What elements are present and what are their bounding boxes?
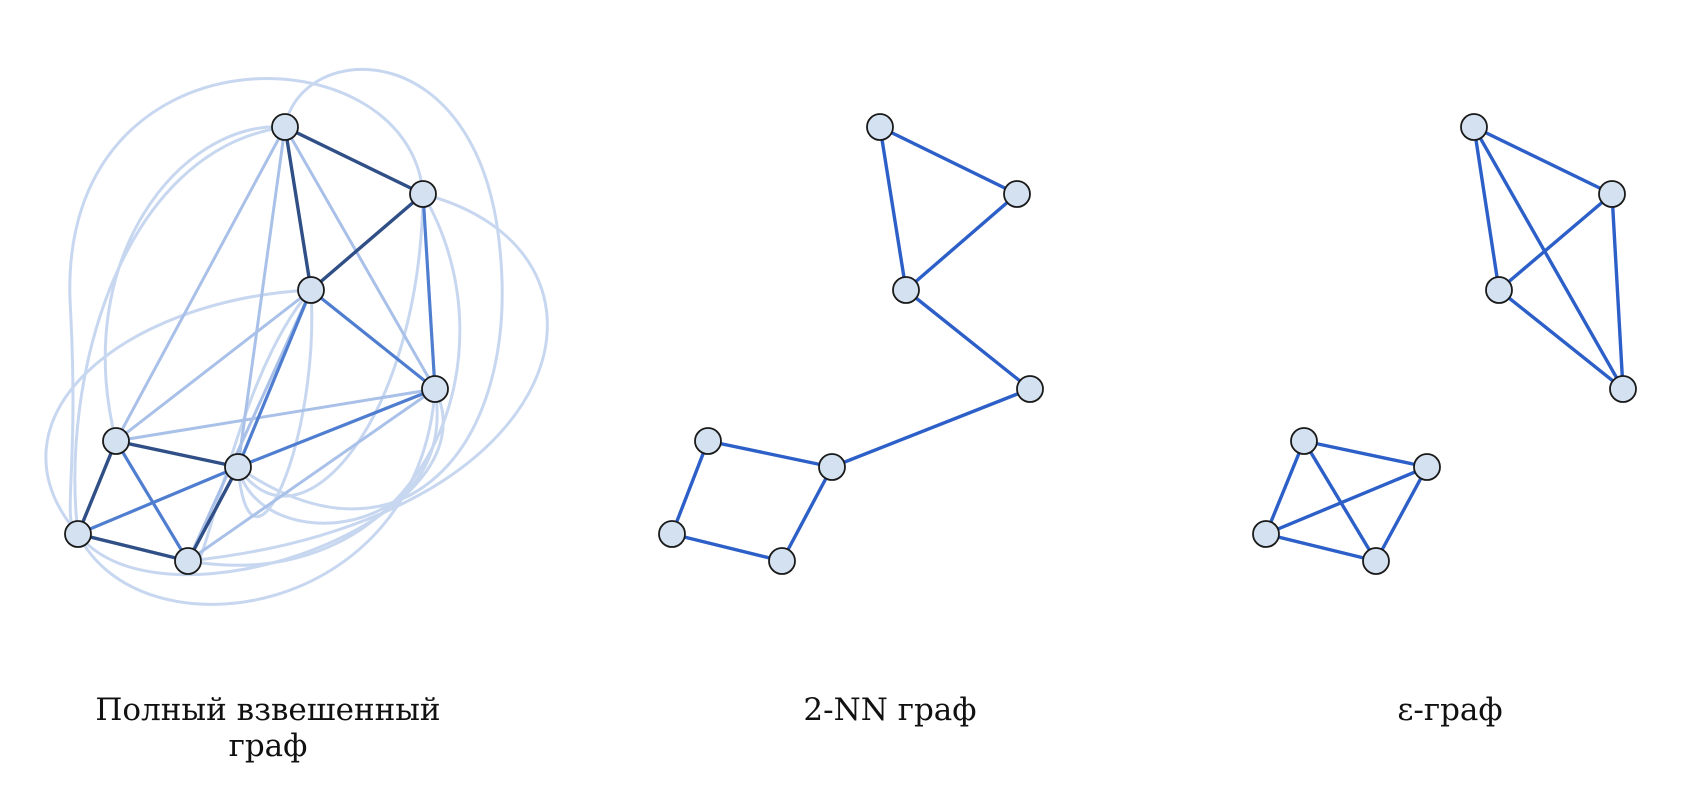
eps-edge-8: [1264, 439, 1306, 536]
full-medium-edge-1: [421, 192, 437, 391]
full-faint-edge-11: [236, 193, 425, 498]
knn-node-5: [694, 427, 722, 455]
knn-node-6: [818, 453, 846, 481]
eps-edge-5: [1497, 192, 1614, 292]
full-strong-edge-6: [76, 532, 190, 563]
full-node-4: [421, 375, 449, 403]
full-faint-edge-6: [237, 67, 504, 511]
full-node-3: [297, 276, 325, 304]
eps-edge-1: [1472, 125, 1614, 196]
knn-edge-4: [904, 288, 1032, 391]
eps-node-7: [1252, 520, 1280, 548]
full-node-8: [174, 547, 202, 575]
knn-node-1: [866, 113, 894, 141]
eps-node-5: [1290, 427, 1318, 455]
two-nn-graph: [658, 113, 1044, 575]
eps-edge-6: [1497, 288, 1625, 391]
full-strong-edge-3: [309, 192, 425, 292]
full-node-1: [271, 113, 299, 141]
eps-node-8: [1362, 547, 1390, 575]
full-faint-edge-13: [76, 388, 437, 606]
full-medium-edge-5: [76, 465, 240, 536]
full-node-5: [102, 427, 130, 455]
eps-edge-2: [1472, 125, 1501, 292]
eps-edge-12: [1264, 532, 1378, 563]
full-faint-edge-3: [44, 288, 312, 535]
epsilon-graph-caption: ε-граф: [1397, 692, 1503, 728]
full-medium-edge-3: [236, 288, 313, 469]
knn-edge-6: [706, 439, 834, 469]
knn-graph-caption: 2-NN граф: [803, 692, 977, 728]
eps-node-4: [1609, 375, 1637, 403]
eps-node-1: [1460, 113, 1488, 141]
eps-edge-3: [1472, 125, 1625, 391]
knn-node-7: [658, 520, 686, 548]
knn-edge-2: [878, 125, 908, 292]
knn-node-4: [1016, 375, 1044, 403]
full-strong-edge-2: [283, 125, 313, 292]
full-light-edge-3: [114, 288, 313, 443]
full-light-edge-7: [236, 125, 287, 469]
full-strong-edge-4: [114, 439, 240, 469]
full-medium-edge-4: [236, 387, 437, 469]
full-faint-edge-2: [103, 125, 286, 442]
eps-edge-7: [1302, 439, 1429, 469]
full-medium-edge-2: [309, 288, 437, 391]
full-light-edge-6: [186, 288, 313, 563]
full-node-6: [224, 453, 252, 481]
full-light-edge-5: [186, 387, 437, 563]
knn-edge-9: [780, 465, 834, 563]
full-strong-edge-7: [186, 465, 240, 563]
full-faint-edge-7: [187, 193, 462, 567]
full-faint-edge-9: [68, 77, 425, 536]
eps-edge-4: [1610, 192, 1625, 391]
full-faint-edge-8: [236, 289, 314, 519]
full-strong-edge-5: [76, 439, 118, 536]
eps-node-6: [1413, 453, 1441, 481]
full-faint-edge-4: [76, 388, 445, 577]
knn-node-8: [768, 547, 796, 575]
full-node-7: [64, 520, 92, 548]
eps-edge-10: [1264, 465, 1429, 536]
knn-edge-8: [670, 532, 784, 563]
eps-edge-11: [1374, 465, 1429, 563]
knn-edge-5: [830, 387, 1032, 469]
full-light-edge-4: [114, 387, 437, 443]
full-faint-edge-5: [187, 192, 549, 563]
knn-edge-7: [670, 439, 710, 536]
full-node-2: [409, 180, 437, 208]
knn-node-2: [1003, 180, 1031, 208]
knn-node-3: [892, 276, 920, 304]
full-weighted-graph: [44, 67, 549, 606]
knn-edge-3: [904, 192, 1019, 292]
eps-node-2: [1598, 180, 1626, 208]
knn-edge-1: [878, 125, 1019, 196]
full-medium-edge-6: [114, 439, 190, 563]
full-faint-edge-10: [236, 388, 439, 525]
full-light-edge-2: [114, 125, 287, 443]
full-strong-edge-1: [283, 125, 425, 196]
full-light-edge-1: [283, 125, 437, 391]
epsilon-graph: [1252, 113, 1637, 575]
full-graph-caption: Полный взвешенный граф: [95, 692, 441, 764]
eps-node-3: [1485, 276, 1513, 304]
eps-edge-9: [1302, 439, 1378, 563]
full-faint-edge-1: [73, 125, 286, 535]
